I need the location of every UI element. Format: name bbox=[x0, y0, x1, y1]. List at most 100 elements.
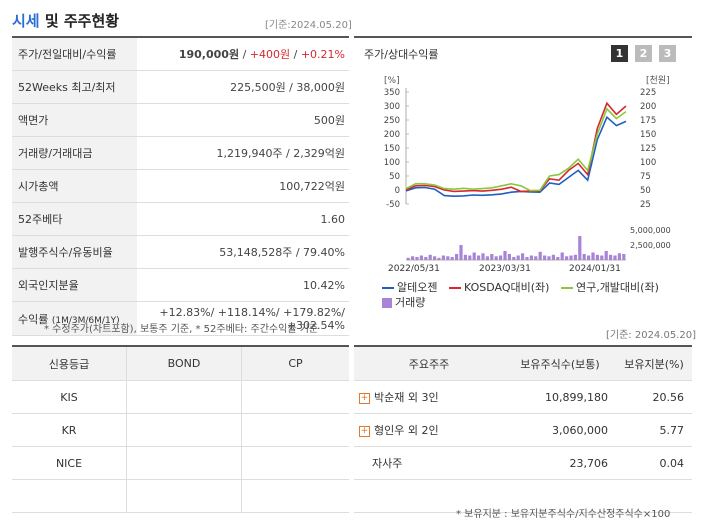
summary-label: 외국인지분율 bbox=[12, 268, 137, 302]
volume-bar bbox=[582, 254, 586, 260]
chart-panel-title: 주가/상대수익률 bbox=[364, 48, 439, 61]
holder-pct: 20.56 bbox=[616, 380, 692, 414]
summary-row-price: 주가/전일대비/수익률 190,000원 / +400원 / +0.21% bbox=[12, 37, 349, 71]
column-header: 신용등급 bbox=[12, 346, 127, 381]
chart-tab-2[interactable]: 2 bbox=[635, 45, 652, 62]
volume-bar bbox=[485, 256, 489, 261]
summary-label: 발행주식수/유동비율 bbox=[12, 235, 137, 269]
left-tick-label: 100 bbox=[384, 158, 400, 168]
table-row: KR bbox=[12, 413, 349, 447]
chart-tab-1[interactable]: 1 bbox=[611, 45, 628, 62]
summary-value: 1.60 bbox=[137, 202, 349, 236]
x-tick-label: 2023/03/31 bbox=[479, 264, 531, 274]
chart-tab-3[interactable]: 3 bbox=[659, 45, 676, 62]
credit-rating-table: 신용등급 BOND CP KIS KR NICE bbox=[12, 345, 349, 513]
summary-value: 225,500원 / 38,000원 bbox=[137, 70, 349, 104]
holder-pct: 5.77 bbox=[616, 413, 692, 447]
holder-name[interactable]: 박순재 외 3인 bbox=[374, 391, 439, 404]
volume-bar bbox=[534, 256, 538, 261]
summary-row: 52주베타 1.60 bbox=[12, 202, 349, 236]
volume-bar bbox=[556, 257, 560, 260]
volume-bar bbox=[424, 257, 428, 260]
volume-bar bbox=[472, 252, 476, 260]
volume-bar bbox=[441, 255, 445, 260]
summary-label: 거래량/거래대금 bbox=[12, 136, 137, 170]
legend-swatch bbox=[382, 287, 394, 289]
volume-bar bbox=[415, 257, 419, 260]
volume-bar bbox=[560, 252, 564, 260]
price-change-rate: +0.21% bbox=[300, 48, 345, 61]
volume-bar bbox=[411, 256, 415, 261]
table-row bbox=[12, 479, 349, 513]
summary-label: 52Weeks 최고/최저 bbox=[12, 70, 137, 104]
right-tick-label: 50 bbox=[640, 186, 651, 196]
right-axis-unit: [천원] bbox=[646, 75, 670, 86]
shareholders-table: 주요주주 보유주식수(보통) 보유지분(%) + 박순재 외 3인 10,899,… bbox=[354, 345, 692, 513]
left-tick-label: 200 bbox=[384, 130, 400, 140]
column-header: 주요주주 bbox=[354, 346, 504, 381]
summary-label: 52주베타 bbox=[12, 202, 137, 236]
volume-bar bbox=[455, 254, 459, 260]
price-chart: [%] [천원] 350 300 250 200 150 100 50 0 -50 225 200… bbox=[384, 75, 671, 274]
volume-tick-label: 2,500,000 bbox=[630, 241, 671, 250]
right-tick-label: 125 bbox=[640, 144, 656, 154]
table-row bbox=[354, 479, 692, 513]
volume-bar bbox=[499, 255, 503, 260]
legend-item: KOSDAQ대비(좌) bbox=[448, 281, 549, 294]
summary-table: 주가/전일대비/수익률 190,000원 / +400원 / +0.21% 52… bbox=[12, 36, 349, 336]
column-header: 보유주식수(보통) bbox=[504, 346, 616, 381]
summary-row: 시가총액 100,722억원 bbox=[12, 169, 349, 203]
volume-bar bbox=[512, 257, 516, 260]
right-tick-label: 225 bbox=[640, 88, 656, 98]
volume-bar bbox=[459, 245, 463, 260]
volume-bar bbox=[587, 255, 591, 260]
volume-bar bbox=[468, 255, 472, 260]
x-tick-label: 2022/05/31 bbox=[388, 264, 440, 274]
volume-bar bbox=[573, 254, 577, 261]
volume-bar bbox=[543, 255, 547, 260]
chart-base-date: [기준: 2024.05.20] bbox=[606, 330, 697, 341]
volume-bar bbox=[551, 254, 555, 261]
table-header-row: 신용등급 BOND CP bbox=[12, 346, 349, 381]
returns-line1: +12.83%/ +118.14%/ +179.82%/ bbox=[159, 305, 345, 319]
holder-name[interactable]: 형인우 외 2인 bbox=[374, 424, 439, 437]
base-date: [기준:2024.05.20] bbox=[265, 20, 352, 31]
column-header: 보유지분(%) bbox=[616, 346, 692, 381]
volume-bar bbox=[433, 256, 437, 261]
volume-bar bbox=[565, 256, 569, 261]
volume-bar bbox=[578, 236, 582, 260]
volume-bar bbox=[600, 255, 604, 260]
summary-value: 53,148,528주 / 79.40% bbox=[137, 235, 349, 269]
volume-bar bbox=[406, 257, 410, 261]
volume-bar bbox=[477, 255, 481, 260]
summary-value: 1,219,940주 / 2,329억원 bbox=[137, 136, 349, 170]
volume-bar bbox=[428, 254, 432, 261]
summary-label: 주가/전일대비/수익률 bbox=[12, 37, 137, 71]
summary-row: 발행주식수/유동비율 53,148,528주 / 79.40% bbox=[12, 235, 349, 269]
summary-row: 액면가 500원 bbox=[12, 103, 349, 137]
table-row: 자사주 23,706 0.04 bbox=[354, 446, 692, 480]
volume-bar bbox=[516, 255, 520, 260]
volume-bar bbox=[494, 256, 498, 261]
table-row: KIS bbox=[12, 380, 349, 414]
summary-row: 외국인지분율 10.42% bbox=[12, 268, 349, 302]
series-line-3 bbox=[405, 107, 627, 192]
summary-row: 52Weeks 최고/최저 225,500원 / 38,000원 bbox=[12, 70, 349, 104]
shareholders-note: * 보유지분 : 보유지분주식수/지수산정주식수×100 bbox=[456, 509, 671, 520]
table-row: + 형인우 외 2인 3,060,000 5.77 bbox=[354, 413, 692, 447]
holder-name: 자사주 bbox=[354, 446, 504, 480]
legend-item: 연구,개발대비(좌) bbox=[560, 281, 659, 294]
left-tick-label: 0 bbox=[395, 186, 400, 196]
price-change: +400원 bbox=[249, 48, 291, 61]
right-tick-label: 150 bbox=[640, 130, 656, 140]
expand-icon[interactable]: + bbox=[359, 425, 370, 437]
left-tick-label: 50 bbox=[389, 172, 400, 182]
summary-row-returns: 수익률 (1M/3M/6M/1Y) +12.83%/ +118.14%/ +17… bbox=[12, 301, 349, 336]
table-row: NICE bbox=[12, 446, 349, 480]
summary-label: 수익률 bbox=[18, 312, 49, 326]
current-price: 190,000원 bbox=[178, 48, 240, 61]
left-tick-label: -50 bbox=[386, 200, 400, 210]
volume-bar bbox=[595, 254, 599, 261]
expand-icon[interactable]: + bbox=[359, 392, 370, 404]
legend-swatch bbox=[448, 287, 461, 289]
